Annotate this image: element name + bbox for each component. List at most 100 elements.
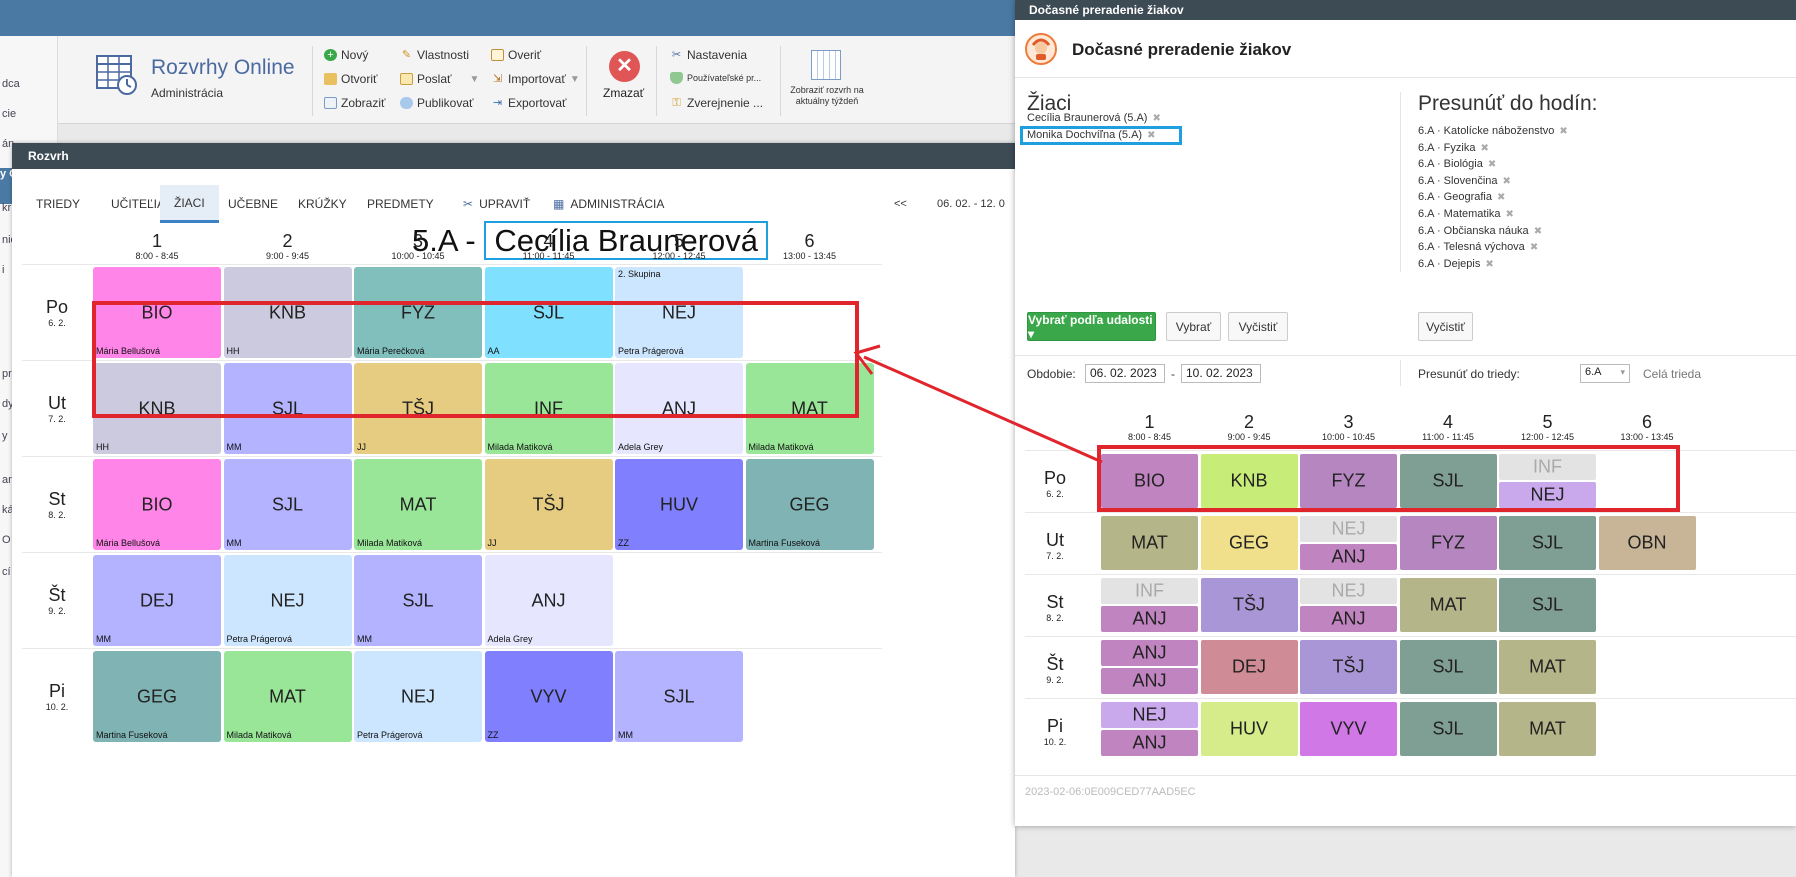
remove-icon[interactable]: ✖ [1487, 159, 1497, 171]
lesson-cell[interactable]: TŠJ [1300, 640, 1397, 694]
sidebar-item[interactable]: ká [2, 504, 14, 516]
lesson-cell[interactable]: FYZ [1300, 454, 1397, 508]
lesson-cell[interactable]: VYV [1300, 702, 1397, 756]
lesson-cell[interactable]: DEJ [1200, 640, 1298, 694]
lesson-cell[interactable]: ANJ [1101, 730, 1198, 756]
lesson-cell[interactable]: ANJ Adela Grey [484, 555, 613, 646]
properties-button[interactable]: ✎ Vlastnosti [400, 48, 469, 62]
tab-triedy[interactable]: TRIEDY [22, 185, 94, 223]
tab-krúžky[interactable]: KRÚŽKY [284, 185, 361, 223]
clear-hours-button[interactable]: Vyčistiť [1418, 312, 1473, 341]
date-to-input[interactable]: 10. 02. 2023 [1181, 364, 1261, 383]
lesson-cell[interactable]: GEG Martina Fuseková [745, 459, 874, 550]
lesson-cell[interactable]: NEJ [1300, 578, 1397, 604]
lesson-cell[interactable]: NEJ Petra Prágerová [354, 651, 482, 742]
sidebar-item[interactable]: y [2, 430, 8, 442]
lesson-cell[interactable]: SJL [1499, 578, 1596, 632]
remove-icon[interactable]: ✖ [1529, 242, 1539, 254]
delete-button-label[interactable]: Zmazať [603, 86, 645, 100]
remove-icon[interactable]: ✖ [1559, 126, 1568, 137]
lesson-cell[interactable]: KNB HH [223, 267, 352, 358]
select-by-event-button[interactable]: Vybrať podľa udalosti ▾ [1027, 312, 1156, 341]
lesson-cell[interactable]: MAT [1499, 640, 1596, 694]
lesson-cell[interactable]: BIO [1101, 454, 1198, 508]
lesson-cell[interactable]: SJL [1399, 454, 1497, 508]
remove-icon[interactable]: ✖ [1497, 192, 1506, 204]
lesson-cell[interactable]: ANJ [1300, 606, 1397, 632]
lesson-cell[interactable]: SJL [1399, 640, 1497, 694]
delete-icon[interactable]: ✕ [609, 51, 640, 82]
lesson-cell[interactable]: MAT [1101, 516, 1198, 570]
export-button[interactable]: ⇥ Exportovať [491, 96, 567, 110]
hour-chip[interactable]: 6.A · Dejepis ✖ [1418, 258, 1494, 269]
sidebar-item[interactable]: i [2, 264, 5, 276]
lesson-cell[interactable]: NEJ [1300, 516, 1397, 542]
send-button[interactable]: Poslať ▼ [400, 72, 479, 86]
date-from-input[interactable]: 06. 02. 2023 [1085, 364, 1165, 383]
class-select[interactable]: 6.A ▾ [1580, 364, 1630, 383]
lesson-cell[interactable]: INF Milada Matiková [484, 363, 613, 454]
new-button[interactable]: + Nový [324, 48, 368, 62]
sidebar-item[interactable]: pr [2, 368, 12, 380]
lesson-cell[interactable]: TŠJ JJ [354, 363, 482, 454]
sidebar-item[interactable]: dca [2, 78, 20, 90]
hour-chip[interactable]: 6.A · Matematika ✖ [1418, 208, 1514, 220]
lesson-cell[interactable]: INF [1101, 578, 1198, 604]
hour-chip[interactable]: 6.A · Slovenčina ✖ [1418, 175, 1511, 187]
lesson-cell[interactable]: BIO Mária Bellušová [93, 267, 221, 358]
lesson-cell[interactable]: MAT Milada Matiková [354, 459, 482, 550]
remove-icon[interactable]: ✖ [1147, 130, 1156, 141]
lesson-cell[interactable]: FYZ Mária Perečková [354, 267, 482, 358]
hour-chip[interactable]: 6.A · Telesná výchova ✖ [1418, 241, 1538, 253]
lesson-cell[interactable]: HUV [1200, 702, 1298, 756]
student-chip[interactable]: Cecília Braunerová (5.A) ✖ [1027, 112, 1161, 124]
lesson-cell[interactable]: ANJ [1101, 640, 1198, 666]
lesson-cell[interactable]: ANJ [1300, 544, 1397, 570]
tab-predmety[interactable]: PREDMETY [353, 185, 448, 223]
tab-žiaci[interactable]: ŽIACI [160, 185, 219, 223]
import-button[interactable]: ⇲ Importovať ▼ [491, 72, 580, 86]
open-button[interactable]: Otvoriť [324, 72, 378, 86]
lesson-cell[interactable]: SJL AA [484, 267, 613, 358]
sidebar-item[interactable]: kr [2, 202, 12, 214]
verify-button[interactable]: Overiť [491, 48, 541, 62]
sidebar-item[interactable]: dy [2, 398, 14, 410]
lesson-cell[interactable]: SJL MM [223, 459, 352, 550]
settings-button[interactable]: ✂ Nastavenia [670, 48, 747, 62]
lesson-cell[interactable]: SJL [1499, 516, 1596, 570]
lesson-cell[interactable]: INF [1499, 454, 1596, 480]
lesson-cell[interactable]: ANJ Adela Grey [615, 363, 743, 454]
lesson-cell[interactable]: OBN [1598, 516, 1696, 570]
hour-chip[interactable]: 6.A · Fyzika ✖ [1418, 142, 1489, 154]
hour-chip[interactable]: 6.A · Geografia ✖ [1418, 191, 1505, 203]
publication-button[interactable]: ⚿ Zverejnenie ... [670, 96, 763, 110]
publish-button[interactable]: Publikovať [400, 96, 474, 110]
hour-chip[interactable]: 6.A · Katolícke náboženstvo ✖ [1418, 125, 1568, 137]
lesson-cell[interactable]: SJL MM [223, 363, 352, 454]
lesson-cell[interactable]: SJL MM [354, 555, 482, 646]
lesson-cell[interactable]: SJL [1399, 702, 1497, 756]
tab-administrácia[interactable]: ▦ ADMINISTRÁCIA [539, 185, 678, 223]
hour-chip[interactable]: 6.A · Biológia ✖ [1418, 158, 1496, 170]
lesson-cell[interactable]: VYV ZZ [484, 651, 613, 742]
lesson-cell[interactable]: GEG [1200, 516, 1298, 570]
lesson-cell[interactable]: HUV ZZ [615, 459, 743, 550]
lesson-cell[interactable]: 2. Skupina NEJ Petra Prágerová [615, 267, 743, 358]
lesson-cell[interactable]: MAT Milada Matiková [745, 363, 874, 454]
prev-week-button[interactable]: << [894, 198, 907, 210]
user-permissions-button[interactable]: Používateľské pr... [670, 72, 761, 84]
tab-učebne[interactable]: UČEBNE [214, 185, 292, 223]
remove-icon[interactable]: ✖ [1480, 142, 1489, 154]
lesson-cell[interactable]: NEJ [1499, 482, 1596, 508]
lesson-cell[interactable]: NEJ Petra Prágerová [223, 555, 352, 646]
lesson-cell[interactable]: FYZ [1399, 516, 1497, 570]
tab-upraviť[interactable]: ✂ UPRAVIŤ [449, 185, 544, 223]
clear-button[interactable]: Vyčistiť [1228, 312, 1288, 341]
lesson-cell[interactable]: MAT [1499, 702, 1596, 756]
remove-icon[interactable]: ✖ [1533, 225, 1543, 237]
student-chip[interactable]: Monika Dochvíľna (5.A) ✖ [1027, 129, 1155, 141]
lesson-cell[interactable]: MAT [1399, 578, 1497, 632]
lesson-cell[interactable]: NEJ [1101, 702, 1198, 728]
remove-icon[interactable]: ✖ [1152, 113, 1161, 124]
sidebar-item[interactable]: cie [2, 108, 17, 120]
